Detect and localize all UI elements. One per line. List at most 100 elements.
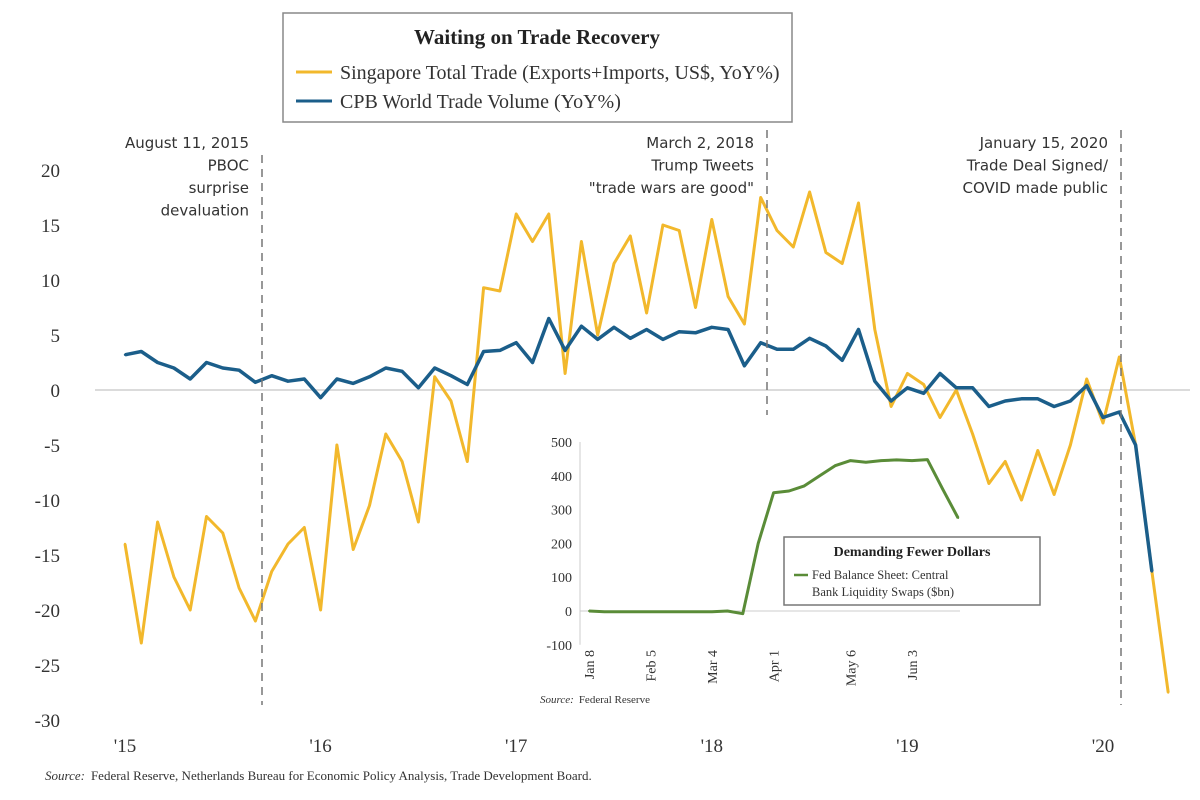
cpb-data-point [645,328,648,331]
singapore-data-point [857,201,860,205]
singapore-data-point [189,608,192,612]
cpb-data-point [270,374,273,377]
singapore-data-point [743,322,746,326]
x-tick-label: '16 [309,736,331,757]
singapore-data-point [873,328,876,331]
cpb-data-point [938,372,942,375]
singapore-data-point [498,289,502,293]
cpb-data-point [368,375,371,378]
singapore-data-point [841,262,844,265]
inset-data-point [772,491,775,494]
cpb-data-point [889,399,893,403]
singapore-data-point [645,311,648,315]
y-tick-label: -25 [35,656,60,677]
singapore-data-point [759,196,762,199]
inset-y-tick-label: 100 [551,571,572,586]
y-tick-label: -30 [35,711,60,732]
inset-source-note: Source: Federal Reserve [540,694,650,706]
singapore-data-point [612,262,616,265]
inset-y-tick-label: 200 [551,537,572,552]
cpb-data-point [449,374,453,377]
singapore-data-point [466,460,469,463]
cpb-series-line [124,316,1154,572]
cpb-data-point [694,331,697,334]
singapore-data-point [1069,443,1072,447]
inset-data-point [711,610,714,613]
singapore-data-point [726,295,730,298]
singapore-data-point [515,212,518,216]
inset-x-tick-label: Jan 8 [583,650,598,679]
inset-data-point [618,610,621,613]
x-tick-label: '18 [701,736,723,757]
cpb-data-point [596,338,599,341]
y-tick-label: 10 [41,271,60,292]
inset-x-tick-label: Apr 1 [768,650,783,682]
event-annotation: "trade wars are good" [589,179,754,197]
singapore-data-point [1085,377,1088,381]
cpb-data-point [1036,397,1040,400]
singapore-data-point [482,286,485,289]
singapore-data-point [417,520,420,524]
singapore-data-point [254,619,257,623]
singapore-data-point [906,372,909,375]
event-annotation: devaluation [161,202,249,220]
cpb-data-point [743,364,746,367]
y-tick-label: -20 [35,601,60,622]
cpb-data-point [563,349,567,352]
inset-x-tick-label: Feb 5 [645,650,660,682]
singapore-data-point [352,548,355,551]
singapore-data-point [661,223,665,227]
cpb-data-point [189,377,192,381]
cpb-data-point [1118,410,1121,414]
cpb-data-point [824,344,828,348]
inset-data-point [849,459,852,462]
singapore-data-point [400,460,404,463]
cpb-data-point [678,330,681,333]
singapore-data-point [547,212,550,216]
cpb-data-point [873,380,876,383]
cpb-data-point [906,386,909,389]
inset-data-point [911,459,913,462]
singapore-data-point [335,443,339,447]
cpb-data-point [726,328,730,331]
inset-source-label: Source: [540,694,574,706]
y-tick-label: 5 [51,326,61,347]
cpb-data-point [629,337,632,340]
inset-x-tick-label: Mar 4 [706,650,721,684]
singapore-data-point [629,234,632,238]
singapore-data-point [1004,460,1007,463]
cpb-data-point [515,341,518,344]
cpb-data-point [482,350,485,353]
x-tick-label: '15 [114,736,136,757]
cpb-data-point [221,366,224,370]
inset-data-point [726,610,729,612]
singapore-data-point [156,520,159,524]
inset-title: Demanding Fewer Dollars [834,545,991,560]
event-annotation: January 15, 2020 [979,134,1108,152]
x-tick-label: '20 [1092,736,1114,757]
singapore-data-point [172,575,176,579]
cpb-data-point [352,382,355,385]
singapore-data-point [449,399,453,403]
legend-label-singapore: Singapore Total Trade (Exports+Imports, … [340,62,780,84]
event-annotation: March 2, 2018 [646,134,754,152]
cpb-data-point [531,361,534,364]
inset-data-point [634,610,637,613]
y-tick-label: 0 [51,381,61,402]
x-tick-label: '17 [505,736,527,757]
event-annotation: COVID made public [963,179,1108,197]
inset-legend-label: Fed Balance Sheet: Central [812,568,949,582]
singapore-data-point [808,190,811,194]
source-label: Source: [45,768,85,783]
singapore-data-point [938,416,942,419]
cpb-data-point [123,353,127,356]
cpb-data-point [759,341,762,344]
cpb-data-point [792,348,795,351]
inset-y-tick-label: 0 [565,605,572,620]
singapore-data-point [1036,449,1040,452]
inset-x-tick-label: May 6 [844,650,859,686]
singapore-data-point [286,542,290,546]
legend: Waiting on Trade Recovery Singapore Tota… [282,12,793,123]
inset-data-point [818,474,821,477]
